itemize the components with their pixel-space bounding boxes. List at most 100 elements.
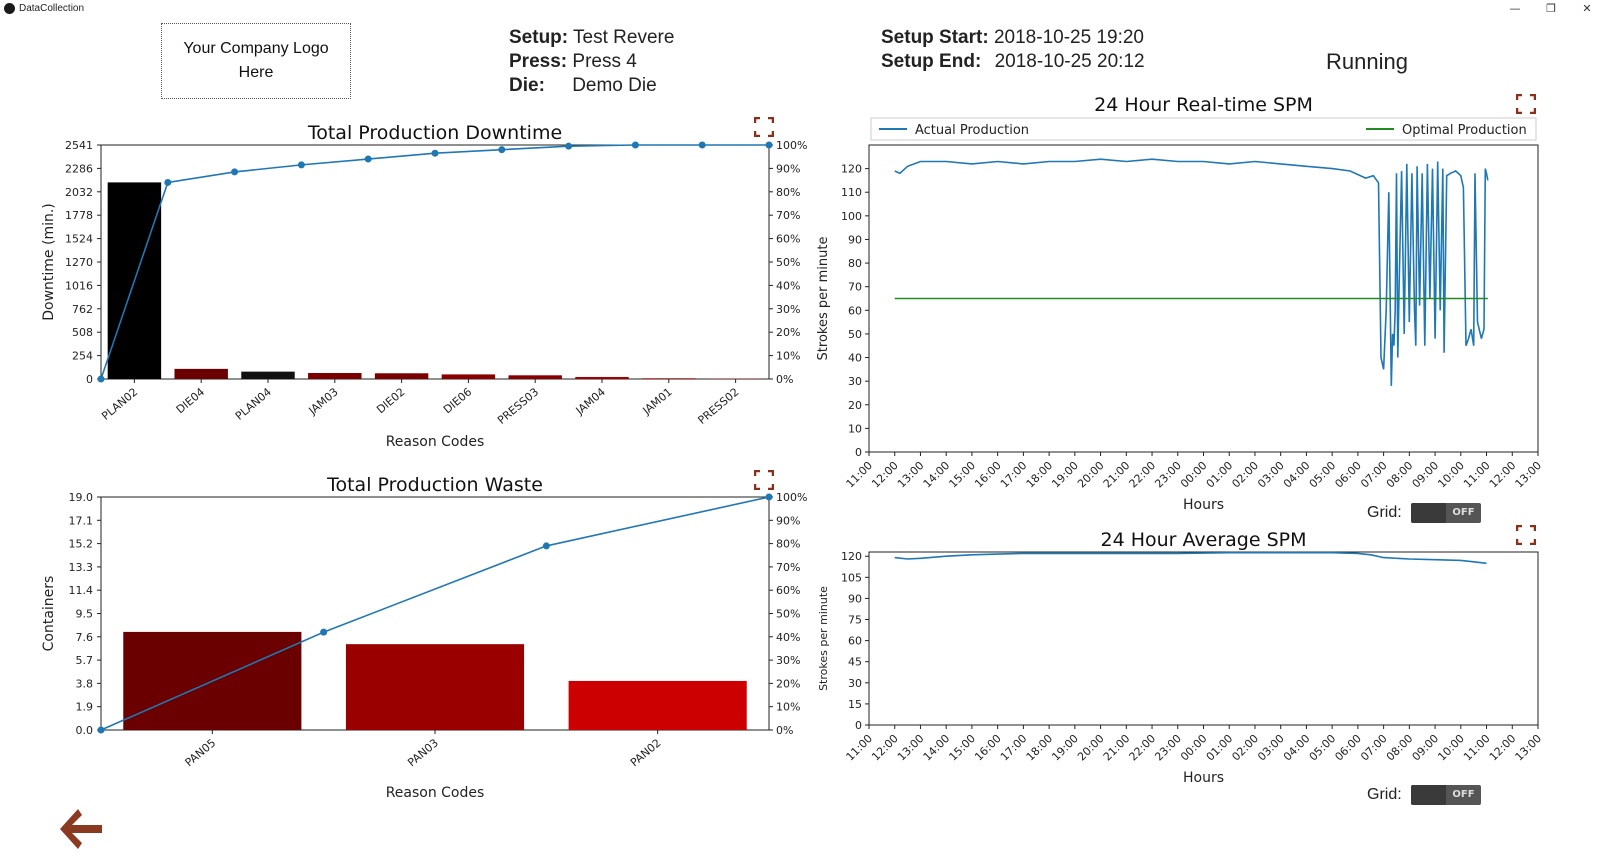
- realtime-ytick-label: 120: [841, 163, 862, 176]
- realtime-fullscreen-icon[interactable]: [1516, 94, 1536, 114]
- realtime-xtick-label: 05:00: [1307, 459, 1339, 491]
- average-xtick-label: 12:00: [869, 732, 901, 764]
- realtime-xtick-label: 18:00: [1024, 459, 1056, 491]
- realtime-xtick-label: 12:00: [1487, 459, 1519, 491]
- restore-button[interactable]: ❐: [1546, 2, 1556, 15]
- average-ytick-label: 120: [841, 550, 862, 563]
- toggle-state: OFF: [1452, 789, 1475, 800]
- waste-y2tick-label: 50%: [776, 608, 800, 621]
- downtime-ytick-label: 2032: [65, 186, 93, 199]
- realtime-grid-label: Grid:: [1367, 504, 1402, 521]
- downtime-ylabel: Downtime (min.): [41, 203, 57, 321]
- waste-xlabel: Reason Codes: [386, 785, 485, 801]
- company-logo-placeholder: Your Company Logo Here: [161, 23, 351, 99]
- downtime-y2tick-label: 70%: [776, 209, 800, 222]
- waste-cumulative-line: [100, 496, 770, 731]
- waste-cumulative-point: [542, 542, 550, 550]
- average-plot-frame: [868, 551, 1539, 726]
- downtime-fullscreen-icon[interactable]: [754, 117, 774, 137]
- downtime-xtick-label: JAM04: [573, 385, 608, 418]
- app-icon: [4, 3, 15, 14]
- downtime-ytick-label: 1270: [65, 256, 93, 269]
- downtime-ytick-label: 762: [72, 303, 93, 316]
- realtime-xtick-label: 21:00: [1101, 459, 1133, 491]
- average-xtick-label: 16:00: [972, 732, 1004, 764]
- realtime-xtick-label: 00:00: [1178, 459, 1210, 491]
- average-xtick-label: 15:00: [946, 732, 978, 764]
- realtime-ytick-label: 0: [855, 446, 862, 459]
- average-xtick-label: 00:00: [1178, 732, 1210, 764]
- average-ytick-label: 0: [855, 719, 862, 732]
- average-xtick-label: 20:00: [1075, 732, 1107, 764]
- downtime-ytick-label: 1524: [65, 233, 93, 246]
- waste-title: Total Production Waste: [326, 474, 543, 496]
- average-ytick-label: 30: [848, 677, 862, 690]
- downtime-xtick-label: PRESS03: [495, 385, 541, 427]
- downtime-cumulative-point: [297, 161, 305, 169]
- average-xtick-label: 18:00: [1024, 732, 1056, 764]
- back-arrow-icon[interactable]: [56, 805, 106, 853]
- average-ytick-label: 15: [848, 698, 862, 711]
- waste-y2tick-label: 40%: [776, 631, 800, 644]
- average-xtick-label: 22:00: [1127, 732, 1159, 764]
- waste-xtick-label: PAN03: [405, 736, 441, 769]
- downtime-bar: [374, 373, 429, 379]
- realtime-xtick-label: 14:00: [921, 459, 953, 491]
- setup-start-label: Setup Start:: [881, 27, 989, 48]
- downtime-y2tick-label: 40%: [776, 279, 800, 292]
- downtime-y2tick-label: 60%: [776, 233, 800, 246]
- window-title: DataCollection: [19, 3, 85, 14]
- average-fullscreen-icon[interactable]: [1516, 525, 1536, 545]
- downtime-cumulative-point: [565, 142, 573, 150]
- realtime-xtick-label: 19:00: [1049, 459, 1081, 491]
- realtime-xtick-label: 12:00: [869, 459, 901, 491]
- downtime-ytick-label: 0: [86, 373, 93, 386]
- die-info: Die: Demo Die: [509, 75, 657, 97]
- downtime-bar: [575, 376, 629, 379]
- waste-ytick-label: 11.4: [69, 584, 94, 597]
- average-ytick-label: 60: [848, 635, 862, 648]
- close-button[interactable]: ✕: [1582, 2, 1592, 15]
- downtime-xtick-label: PLAN02: [99, 385, 140, 422]
- realtime-legend-label-actual: Actual Production: [915, 123, 1029, 138]
- downtime-cumulative-point: [698, 141, 706, 149]
- waste-y2tick-label: 20%: [776, 677, 800, 690]
- waste-y2tick-label: 10%: [776, 701, 800, 714]
- press-value: Press 4: [572, 51, 637, 72]
- waste-y2tick-label: 0%: [776, 724, 793, 737]
- average-grid-toggle[interactable]: OFF: [1411, 785, 1481, 805]
- average-xtick-label: 07:00: [1358, 732, 1390, 764]
- downtime-bar: [441, 374, 496, 379]
- waste-cumulative-point: [97, 726, 105, 734]
- waste-y2tick-label: 60%: [776, 584, 800, 597]
- realtime-xtick-label: 23:00: [1152, 459, 1184, 491]
- average-ytick-label: 105: [841, 571, 862, 584]
- realtime-ytick-label: 20: [848, 399, 862, 412]
- setup-start-value: 2018-10-25 19:20: [993, 27, 1144, 48]
- waste-ytick-label: 9.5: [76, 608, 94, 621]
- waste-ytick-label: 7.6: [76, 631, 94, 644]
- average-xtick-label: 09:00: [1410, 732, 1442, 764]
- downtime-bar: [174, 368, 228, 379]
- waste-bar: [568, 680, 747, 730]
- realtime-grid-toggle[interactable]: OFF: [1411, 503, 1481, 523]
- realtime-xtick-label: 17:00: [998, 459, 1030, 491]
- downtime-y2tick-label: 50%: [776, 256, 800, 269]
- waste-fullscreen-icon[interactable]: [754, 470, 774, 490]
- realtime-xtick-label: 11:00: [1461, 459, 1493, 491]
- setup-end-label: Setup End:: [881, 51, 982, 72]
- waste-y2tick-label: 80%: [776, 538, 800, 551]
- realtime-ytick-label: 70: [848, 281, 862, 294]
- average-xtick-label: 23:00: [1152, 732, 1184, 764]
- downtime-ytick-label: 2541: [65, 139, 93, 152]
- realtime-xtick-label: 04:00: [1281, 459, 1313, 491]
- waste-ytick-label: 1.9: [76, 701, 94, 714]
- average-grid-label: Grid:: [1367, 786, 1402, 803]
- average-xtick-label: 05:00: [1307, 732, 1339, 764]
- minimize-button[interactable]: —: [1509, 2, 1521, 15]
- downtime-cumulative-point: [498, 146, 506, 154]
- downtime-title: Total Production Downtime: [307, 122, 562, 144]
- toggle-knob: [1411, 785, 1446, 805]
- downtime-y2tick-label: 10%: [776, 350, 800, 363]
